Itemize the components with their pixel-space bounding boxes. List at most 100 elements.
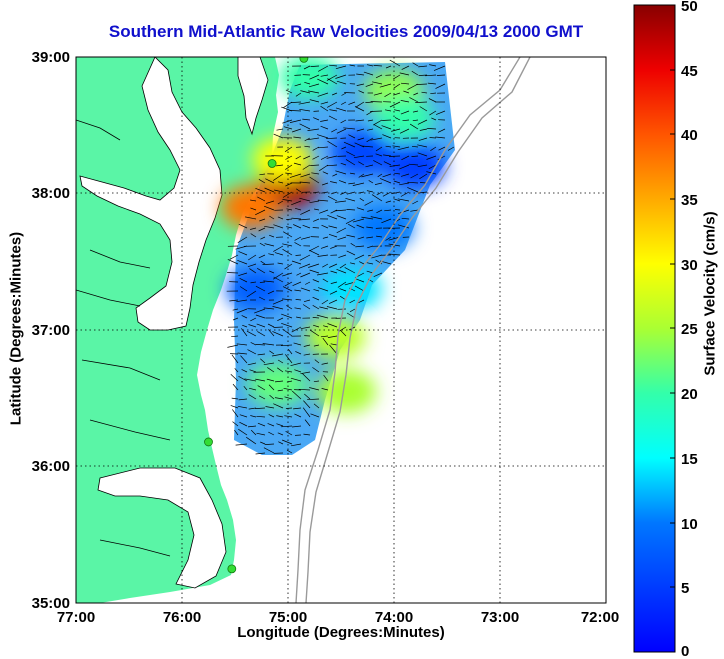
velocity-vector [307,128,320,131]
velocity-vector [234,368,239,373]
velocity-vector [370,101,383,103]
chesapeake-bay [79,57,223,331]
velocity-vector [400,100,410,103]
velocity-vector [430,146,437,151]
velocity-vector [300,371,311,375]
velocity-vector [313,403,320,409]
radar-station-marker [267,159,277,168]
velocity-vector [264,443,275,445]
velocity-vector [255,378,266,382]
velocity-vector [291,200,302,206]
velocity-vector [265,406,275,409]
velocity-vector [393,180,401,184]
velocity-vector [417,119,428,125]
grid-lines [76,57,606,603]
radar-station-marker [204,437,213,447]
y-tick-label: 39:00 [32,49,70,66]
velocity-vector [268,329,275,337]
velocity-vector [394,117,401,121]
velocity-vector [299,123,311,130]
velocity-vector [358,173,365,178]
velocity-vector [322,236,329,239]
velocity-vector [304,393,311,400]
velocity-vector [258,227,266,232]
velocity-vector [263,362,275,366]
velocity-vector [399,164,410,170]
colorbar-tick-label: 0 [681,643,689,659]
velocity-vector [274,380,284,383]
velocity-vector [375,146,383,152]
velocity-vector [241,328,248,337]
velocity-vector [295,299,302,301]
velocity-vector [392,145,401,148]
velocity-vector [352,218,365,223]
velocity-vector [303,299,311,303]
velocity-vector [256,323,266,328]
velocity-vector [300,272,311,278]
velocity-vector [291,443,302,447]
velocity-vector [264,225,275,229]
velocity-vector [283,101,293,108]
velocity-vector [377,173,383,178]
velocity-vector [417,164,428,168]
velocity-vector [267,367,275,373]
velocity-vector [273,133,284,139]
velocity-vector [265,200,275,204]
velocity-vector [371,194,383,202]
velocity-vector [293,407,302,410]
velocity-vector [300,236,311,240]
velocity-vector [282,298,293,301]
velocity-vector [257,385,266,391]
velocity-vector [345,218,356,225]
velocity-vector [366,128,374,131]
velocity-vector [323,325,329,328]
velocity-vector [336,80,347,85]
velocity-vector [376,191,383,196]
velocity-vector [339,263,347,269]
x-axis-label: Longitude (Degrees:Minutes) [237,624,445,641]
x-tick-label: 73:00 [481,609,519,626]
colorbar-tick-label: 45 [681,63,698,80]
velocity-vector [285,354,293,364]
velocity-vector [245,216,257,220]
velocity-vector [328,233,338,238]
velocity-vector [249,268,257,274]
velocity-vector [341,101,347,105]
velocity-vector [300,326,311,330]
velocity-vector [289,119,302,123]
x-tick-label: 76:00 [163,609,201,626]
velocity-vector [335,170,347,175]
velocity-vector [326,155,338,159]
velocity-vector [374,182,383,185]
velocity-vector [331,128,338,133]
velocity-vector [277,317,284,322]
velocity-vector [284,415,293,418]
velocity-vector [278,181,284,184]
x-tick-label: 77:00 [57,609,95,626]
velocity-vector [304,137,311,142]
velocity-vector [389,164,401,167]
velocity-vector [409,97,419,103]
velocity-vectors [226,59,455,455]
velocity-vector [238,223,248,229]
velocity-vector [282,243,293,247]
velocity-vector [330,281,338,284]
velocity-vector [344,92,356,94]
velocity-vector [384,209,392,212]
velocity-vector [321,224,329,229]
velocity-vector [285,89,293,94]
velocity-vector [269,350,275,355]
velocity-vector [393,109,401,112]
velocity-vector [294,307,302,310]
velocity-vector [250,317,257,322]
velocity-vector [307,398,320,401]
velocity-vector [319,209,329,214]
y-axis-ticks: 39:00 38:00 37:00 36:00 35:00 [32,49,70,612]
velocity-vector [331,92,338,96]
velocity-vector [340,119,347,124]
velocity-vector [255,187,266,193]
velocity-vector [303,344,311,347]
velocity-vector [327,78,338,85]
bathymetry-contours [295,57,531,603]
velocity-vector [358,161,365,166]
